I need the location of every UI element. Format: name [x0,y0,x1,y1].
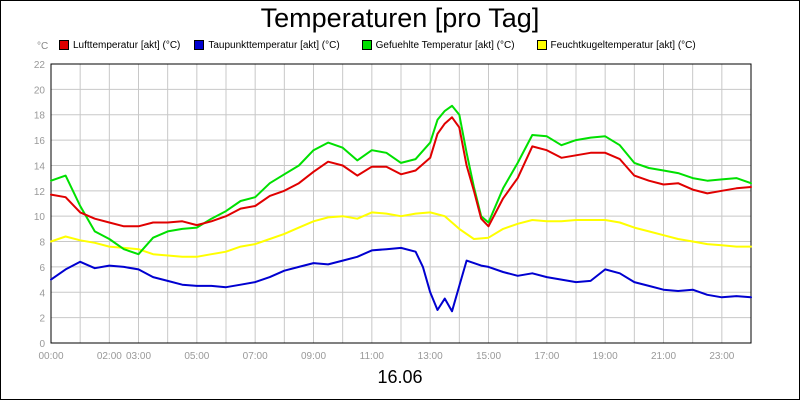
x-tick-label: 03:00 [126,351,151,362]
y-axis-unit-label: °C [37,41,49,52]
y-tick-label: 18 [34,111,46,122]
legend: Lufttemperatur [akt] (°C) Taupunkttemper… [59,38,696,52]
y-tick-label: 0 [39,339,45,350]
x-tick-label: 00:00 [38,351,63,362]
legend-swatch-gefuehlte-temperatur [361,40,372,50]
y-tick-label: 16 [34,136,46,147]
x-tick-label: 15:00 [476,351,501,362]
x-axis-date-label: 16.06 [377,367,423,387]
y-tick-label: 20 [34,85,46,96]
series-line-lufttemperatur [50,116,752,228]
x-tick-label: 11:00 [360,351,385,362]
x-tick-label: 07:00 [243,351,268,362]
y-tick-label: 12 [34,187,46,198]
y-tick-label: 6 [39,263,45,274]
legend-label-lufttemperatur: Lufttemperatur [akt] (°C) [73,39,181,51]
legend-swatch-lufttemperatur [59,40,69,50]
x-tick-label: 13:00 [418,351,443,362]
legend-label-taupunkttemperatur: Taupunkttemperatur [akt] (°C) [208,39,340,51]
x-tick-label: 23:00 [709,351,734,362]
x-tick-label: 05:00 [184,351,209,362]
x-tick-label: 19:00 [593,351,618,362]
legend-item: Feuchtkugeltemperatur [akt] (°C) [536,39,696,51]
legend-item: Taupunkttemperatur [akt] (°C) [194,39,340,51]
legend-label-feuchtkugeltemperatur: Feuchtkugeltemperatur [akt] (°C) [550,39,696,51]
y-tick-label: 14 [34,161,46,172]
series-line-taupunkttemperatur [50,246,752,313]
y-tick-label: 22 [34,60,46,71]
legend-item: Gefuehlte Temperatur [akt] (°C) [361,39,515,51]
plot-border [50,63,752,344]
legend-label-gefuehlte-temperatur: Gefuehlte Temperatur [akt] (°C) [375,39,515,51]
series-line-gefuehlte-temperatur [50,104,752,256]
x-tick-label: 21:00 [651,351,676,362]
y-tick-label: 8 [39,238,45,249]
legend-swatch-taupunkttemperatur [194,40,205,50]
y-tick-label: 4 [39,288,45,299]
x-tick-label: 02:00 [97,351,122,362]
x-tick-label: 17:00 [534,351,559,362]
series-line-feuchtkugeltemperatur [50,211,752,258]
legend-swatch-feuchtkugeltemperatur [536,40,547,50]
legend-item: Lufttemperatur [akt] (°C) [59,40,180,51]
chart-title: Temperaturen [pro Tag] [260,3,540,33]
x-tick-label: 09:00 [301,351,326,362]
y-tick-label: 10 [34,212,46,223]
y-tick-label: 2 [39,314,45,325]
